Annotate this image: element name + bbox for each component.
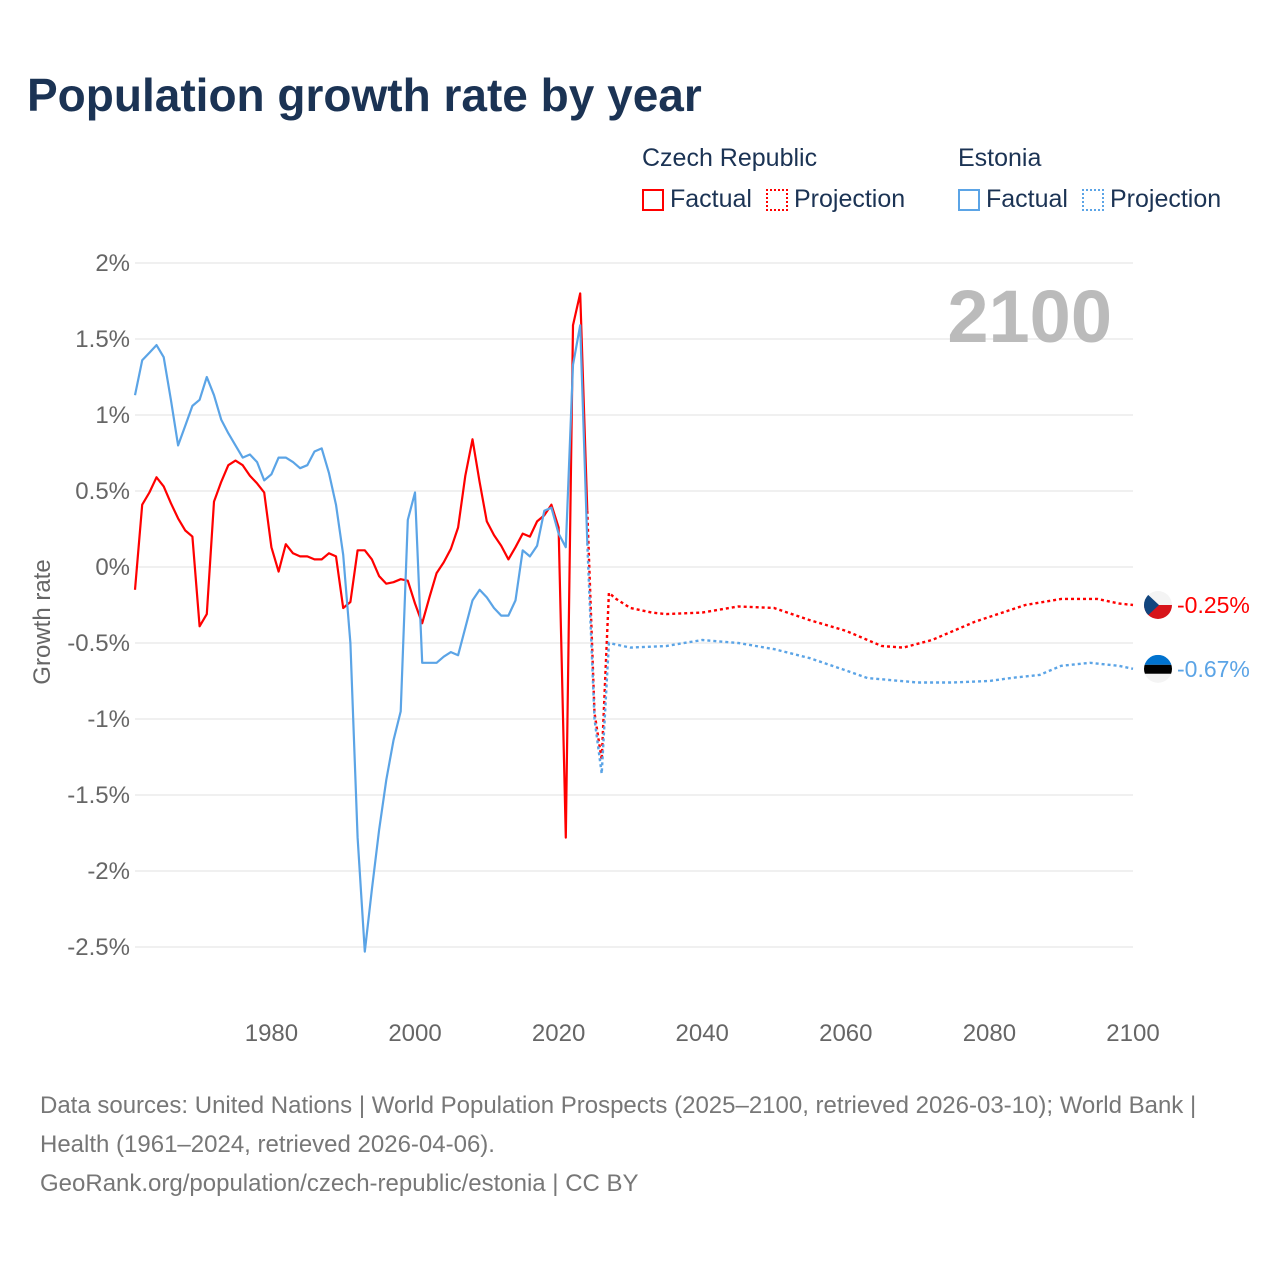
footer: Data sources: United Nations | World Pop…	[40, 1086, 1240, 1203]
legend-czech-projection[interactable]: Projection	[765, 185, 906, 214]
legend-label: Factual	[670, 185, 752, 213]
y-tick-label: 1.5%	[75, 326, 130, 353]
legend-label: Factual	[986, 185, 1068, 213]
projection-swatch-icon	[765, 188, 788, 211]
x-tick-label: 2100	[1106, 1020, 1159, 1047]
factual-swatch-icon	[958, 188, 980, 211]
factual-swatch-icon	[642, 188, 664, 211]
x-tick-label: 1980	[245, 1020, 298, 1047]
legend-estonia-factual[interactable]: Factual	[958, 185, 1068, 214]
x-tick-label: 2000	[388, 1020, 441, 1047]
y-tick-label: 1%	[95, 402, 130, 429]
y-axis-label: Growth rate	[29, 559, 56, 684]
legend-label: Projection	[1109, 185, 1222, 213]
czech-flag-icon	[1144, 591, 1172, 619]
legend-czech-factual[interactable]: Factual	[642, 185, 752, 214]
czech-republic-end-label: -0.25%	[1177, 592, 1250, 618]
x-tick-label: 2080	[963, 1020, 1016, 1047]
x-tick-label: 2060	[819, 1020, 872, 1047]
y-tick-label: -0.5%	[67, 630, 130, 657]
chart-title: Population growth rate by year	[27, 69, 702, 121]
legend-country-label: Czech Republic	[642, 144, 818, 172]
estonia-factual-line	[133, 324, 589, 953]
y-tick-label: -1%	[87, 706, 130, 733]
y-tick-label: -1.5%	[67, 782, 130, 809]
x-tick-label: 2040	[676, 1020, 729, 1047]
y-tick-label: -2%	[87, 858, 130, 885]
legend-estonia: Estonia Factual Projection	[958, 144, 1221, 214]
estonia-flag-icon	[1144, 654, 1172, 683]
data-sources: Data sources: United Nations | World Pop…	[40, 1092, 1197, 1158]
legend-country-label: Estonia	[958, 144, 1042, 172]
source-link[interactable]: GeoRank.org/population/czech-republic/es…	[40, 1170, 639, 1197]
legend-label: Projection	[793, 185, 906, 213]
y-tick-label: -2.5%	[67, 934, 130, 961]
chart-plot: 2% 1.5% 1% 0.5% 0% -0.5% -1% -1.5% -2% -2.5% 1980 2…	[29, 250, 1250, 1047]
y-tick-label: 2%	[95, 250, 130, 277]
legend-estonia-projection[interactable]: Projection	[1081, 185, 1222, 214]
projection-swatch-icon	[1081, 188, 1104, 211]
x-tick-label: 2020	[532, 1020, 585, 1047]
czech-republic-factual-line	[133, 292, 589, 839]
czech-republic-projection-line	[586, 510, 1134, 761]
year-display: 2100	[947, 275, 1112, 358]
y-tick-label: 0%	[95, 554, 130, 581]
legend-czech-republic: Czech Republic Factual Projection	[642, 144, 905, 214]
estonia-end-label: -0.67%	[1177, 656, 1250, 682]
y-tick-label: 0.5%	[75, 478, 130, 505]
estonia-projection-line	[586, 542, 1134, 774]
